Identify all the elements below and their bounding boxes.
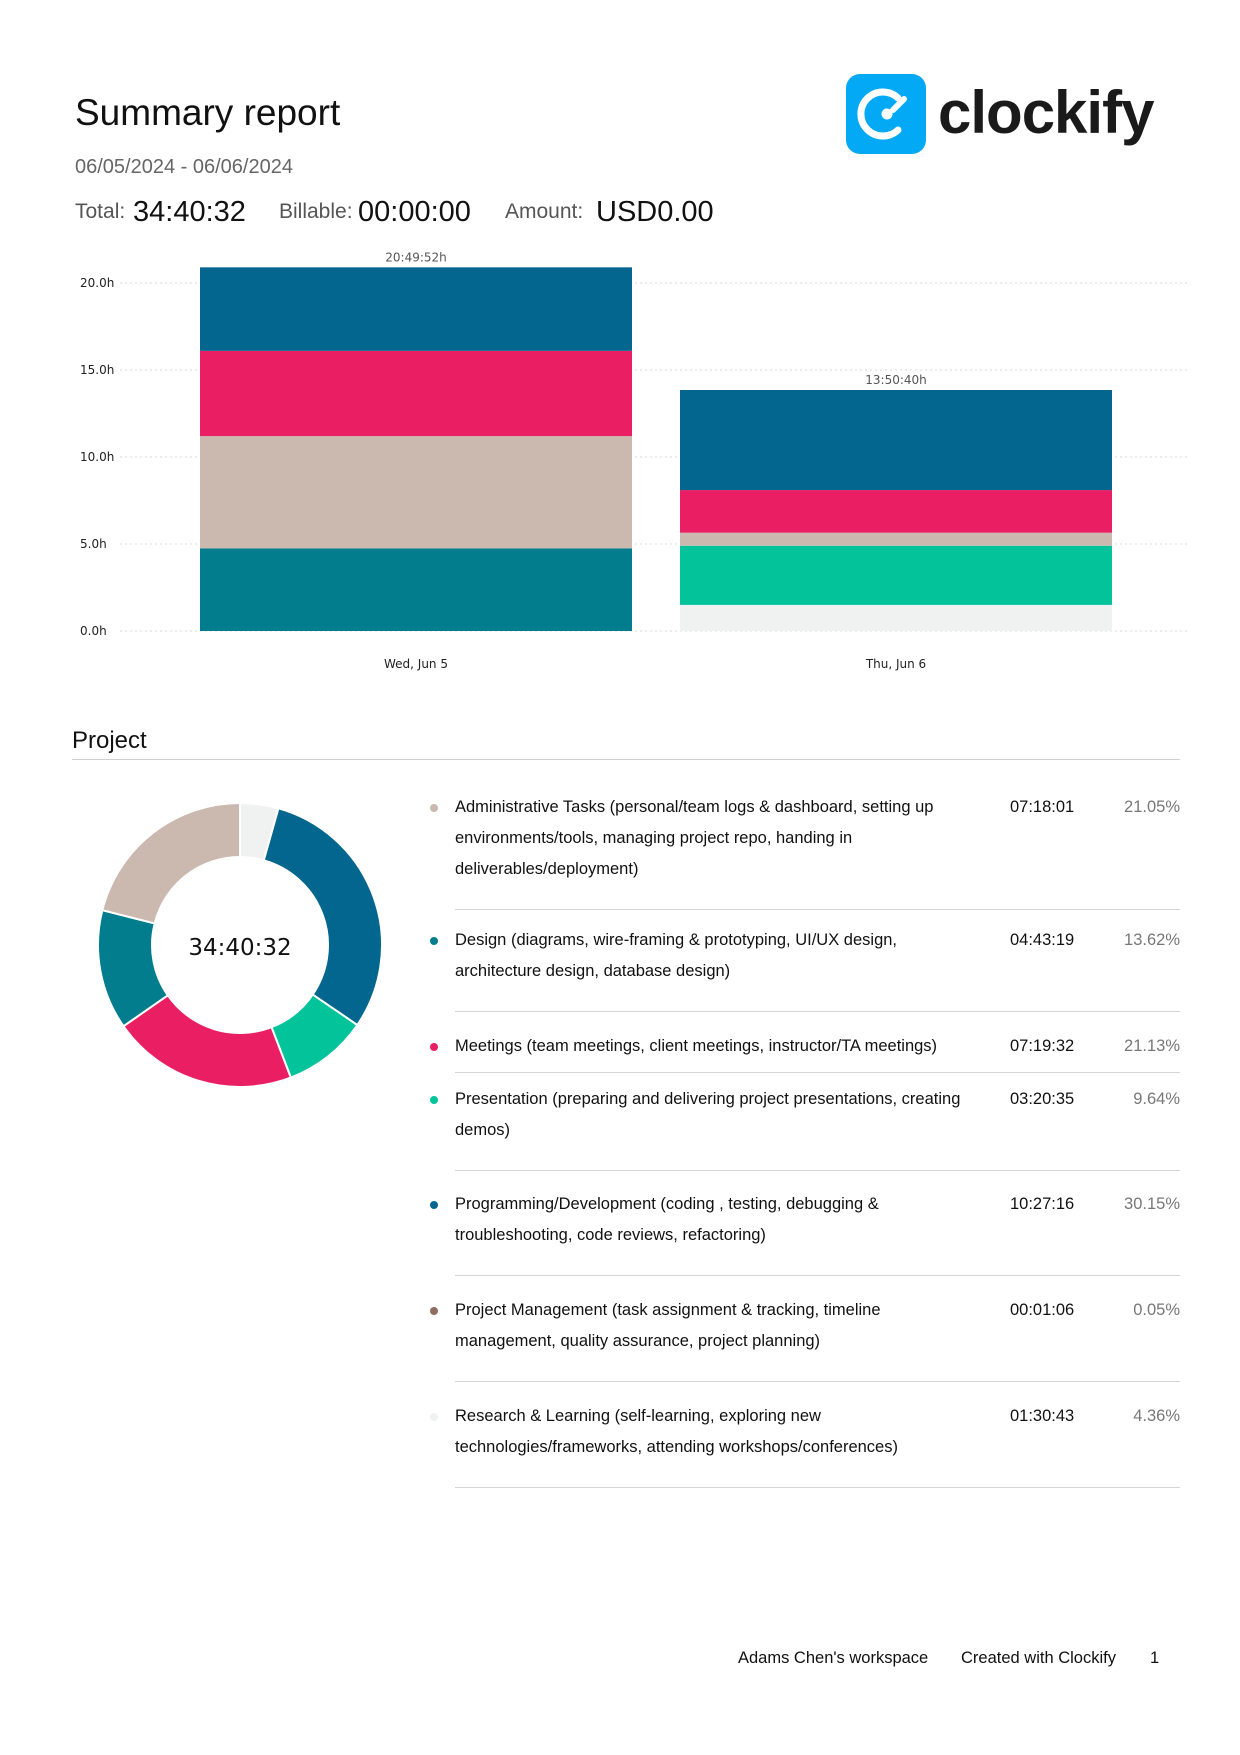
total-value: 34:40:32 <box>133 196 246 228</box>
project-color-dot <box>430 1201 438 1209</box>
bar-segment[interactable] <box>680 545 1112 605</box>
project-percent: 21.13% <box>1124 1037 1180 1055</box>
row-divider <box>455 1487 1180 1488</box>
footer-page-number: 1 <box>1150 1649 1160 1667</box>
donut-total: 34:40:32 <box>188 935 291 961</box>
row-divider <box>455 1170 1180 1171</box>
bar-segment[interactable] <box>680 390 1112 491</box>
billable-label: Billable: <box>279 200 353 223</box>
y-tick-label: 15.0h <box>80 363 114 377</box>
donut-slice[interactable] <box>262 807 383 1027</box>
y-tick-label: 0.0h <box>80 624 107 638</box>
row-divider <box>455 1072 1180 1073</box>
project-percent: 13.62% <box>1124 931 1180 949</box>
bar-segment[interactable] <box>200 436 632 549</box>
project-donut-chart: 34:40:32 <box>97 801 383 1088</box>
amount-value: USD0.00 <box>596 196 714 228</box>
project-percent: 21.05% <box>1124 798 1180 816</box>
bar-segment[interactable] <box>200 548 632 631</box>
project-duration: 03:20:35 <box>1010 1090 1075 1108</box>
project-name: Administrative Tasks (personal/team logs… <box>455 798 934 878</box>
bar-segment[interactable] <box>680 532 1112 546</box>
y-tick-label: 10.0h <box>80 450 114 464</box>
bar-segment[interactable] <box>680 604 1112 631</box>
clockify-c-icon <box>846 74 926 154</box>
project-duration: 07:19:32 <box>1010 1037 1075 1055</box>
project-duration: 07:18:01 <box>1010 798 1075 816</box>
project-name: Programming/Development (coding , testin… <box>455 1195 879 1244</box>
row-divider <box>455 1381 1180 1382</box>
daily-bar-chart: 0.0h 5.0h 10.0h 15.0h 20.0h 20:49:52h Wed, Jun… <box>80 250 1187 671</box>
project-percent: 0.05% <box>1133 1301 1180 1319</box>
bar-segment[interactable] <box>200 267 632 351</box>
bar-segment[interactable] <box>680 490 1112 533</box>
row-divider <box>455 1011 1180 1012</box>
bar-total-label: 13:50:40h <box>865 373 927 387</box>
y-tick-label: 5.0h <box>80 537 107 551</box>
bar-segment[interactable] <box>200 350 632 437</box>
row-divider <box>455 1275 1180 1276</box>
project-duration: 04:43:19 <box>1010 931 1075 949</box>
bar-total-label: 20:49:52h <box>385 250 447 264</box>
amount-label: Amount: <box>505 200 584 223</box>
row-divider <box>455 909 1180 910</box>
footer-created-with: Created with Clockify <box>961 1649 1116 1667</box>
project-color-dot <box>430 937 438 945</box>
brand-wordmark: clockify <box>938 79 1154 146</box>
project-name: Presentation (preparing and delivering p… <box>455 1090 961 1139</box>
x-category-label: Wed, Jun 5 <box>384 657 448 671</box>
project-color-dot <box>430 1096 438 1104</box>
project-duration: 00:01:06 <box>1010 1301 1075 1319</box>
project-color-dot <box>430 1307 438 1315</box>
project-color-dot <box>430 1413 438 1421</box>
date-range: 06/05/2024 - 06/06/2024 <box>75 156 293 178</box>
project-name: Design (diagrams, wire-framing & prototy… <box>455 931 898 980</box>
total-label: Total: <box>75 200 126 223</box>
page-title: Summary report <box>75 92 341 133</box>
project-percent: 4.36% <box>1133 1407 1180 1425</box>
project-color-dot <box>430 804 438 812</box>
project-heading: Project <box>72 727 147 754</box>
project-duration: 01:30:43 <box>1010 1407 1075 1425</box>
project-name: Project Management (task assignment & tr… <box>455 1301 881 1350</box>
divider <box>72 759 1180 760</box>
y-tick-label: 20.0h <box>80 276 114 290</box>
billable-value: 00:00:00 <box>358 196 471 228</box>
project-percent: 30.15% <box>1124 1195 1180 1213</box>
project-name: Meetings (team meetings, client meetings… <box>455 1037 938 1055</box>
project-color-dot <box>430 1043 438 1051</box>
donut-slice[interactable] <box>101 801 241 925</box>
footer-workspace: Adams Chen's workspace <box>738 1649 929 1667</box>
project-percent: 9.64% <box>1133 1090 1180 1108</box>
project-name: Research & Learning (self-learning, expl… <box>455 1407 898 1456</box>
x-category-label: Thu, Jun 6 <box>865 657 926 671</box>
clockify-logo: clockify <box>846 74 1166 156</box>
project-duration: 10:27:16 <box>1010 1195 1075 1213</box>
